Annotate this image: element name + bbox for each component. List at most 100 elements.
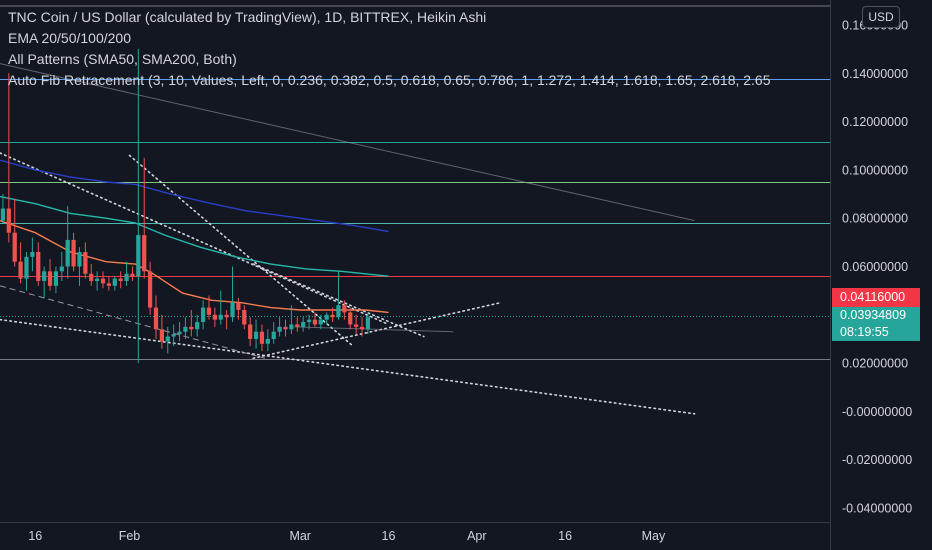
candle-body	[142, 235, 147, 272]
candle-body	[53, 271, 59, 286]
currency-button[interactable]: USD	[862, 6, 900, 28]
candle-body	[106, 283, 112, 286]
x-tick-label: 16	[558, 529, 572, 543]
candle-body	[259, 331, 265, 344]
candle-body	[195, 322, 200, 330]
candle-body	[348, 312, 353, 325]
x-tick-label: Mar	[289, 529, 311, 543]
candle-body	[42, 271, 47, 281]
candle-body	[18, 261, 23, 279]
x-tick-label: May	[642, 529, 666, 543]
y-tick-label: 0.14000000	[842, 67, 908, 81]
candle-body	[77, 252, 82, 267]
candle-body	[24, 256, 29, 279]
candle-body	[200, 307, 206, 323]
close-price-value: 0.03934809	[840, 308, 907, 322]
candle-body	[230, 302, 235, 318]
candle-body	[183, 326, 188, 332]
x-tick-label: Apr	[467, 529, 486, 543]
candle-body	[118, 278, 123, 281]
candle-body	[112, 278, 117, 286]
candle-body	[242, 309, 247, 325]
trendline	[0, 152, 390, 326]
candle-body	[177, 331, 182, 335]
candle-body	[283, 326, 288, 330]
legend-title[interactable]: TNC Coin / US Dollar (calculated by Trad…	[8, 9, 487, 25]
candle-body	[324, 314, 329, 320]
candle-body	[342, 305, 347, 313]
candle-body	[236, 302, 241, 310]
candle-body	[336, 305, 341, 318]
trendline	[252, 263, 425, 338]
candle-body	[295, 324, 300, 327]
candle-body	[159, 329, 164, 342]
candle-body	[271, 331, 276, 339]
candle-body	[89, 273, 94, 281]
trendline	[0, 63, 695, 222]
candle-body	[83, 252, 88, 274]
y-tick-label: 0.08000000	[842, 212, 908, 226]
y-tick-label: -0.00000000	[842, 405, 912, 419]
candle-body	[253, 331, 259, 339]
legend-patterns[interactable]: All Patterns (SMA50, SMA200, Both)	[8, 51, 237, 67]
candle-body	[36, 252, 41, 281]
candle-body	[136, 235, 141, 277]
candle-body	[212, 314, 217, 320]
ema-line	[0, 219, 389, 314]
candle-body	[265, 338, 270, 344]
candle-body	[248, 324, 253, 339]
candle-body	[206, 307, 212, 315]
candle-body	[306, 319, 312, 323]
close-price-tag: 0.03934809 08:19:55	[832, 307, 920, 341]
candle-body	[65, 239, 70, 267]
candle-body	[359, 326, 365, 330]
ema-line	[0, 195, 389, 277]
candle-body	[30, 252, 35, 257]
candle-body	[0, 208, 6, 221]
candle-body	[124, 273, 129, 281]
candle-body	[12, 232, 17, 262]
candle-body	[59, 266, 64, 272]
candle-body	[365, 317, 371, 330]
candle-body	[218, 314, 223, 320]
y-tick-label: 0.12000000	[842, 115, 908, 129]
candle-body	[71, 239, 76, 267]
y-tick-label: -0.04000000	[842, 502, 912, 516]
candle-body	[189, 326, 194, 330]
chart-legend: TNC Coin / US Dollar (calculated by Trad…	[8, 7, 830, 91]
candle-body	[301, 322, 306, 327]
candle-body	[277, 326, 282, 332]
candle-body	[312, 319, 318, 325]
y-tick-label: -0.02000000	[842, 453, 912, 467]
x-tick-label: 16	[382, 529, 396, 543]
candle-body	[95, 278, 100, 281]
legend-ema[interactable]: EMA 20/50/100/200	[8, 30, 131, 46]
candle-body	[224, 314, 229, 318]
trendline	[0, 318, 696, 415]
y-tick-label: 0.02000000	[842, 357, 908, 371]
trendline	[0, 285, 266, 359]
trendline	[252, 301, 502, 360]
legend-fib[interactable]: Auto Fib Retracement (3, 10, Values, Lef…	[8, 72, 771, 88]
y-tick-label: 0.10000000	[842, 163, 908, 177]
candle-body	[171, 334, 176, 337]
y-tick-label: 0.06000000	[842, 260, 908, 274]
x-tick-label: Feb	[119, 529, 141, 543]
countdown-timer: 08:19:55	[840, 325, 889, 339]
candle-body	[100, 278, 106, 284]
candle-body	[330, 314, 335, 318]
candle-body	[165, 336, 170, 342]
last-price-value: 0.04116000	[840, 290, 906, 304]
ema-line	[0, 159, 389, 233]
candle-body	[6, 208, 11, 233]
candle-body	[318, 319, 323, 325]
candle-body	[147, 271, 153, 308]
last-price-tag: 0.04116000	[832, 288, 920, 307]
candle-body	[354, 324, 359, 327]
candle-body	[153, 307, 159, 330]
x-tick-label: 16	[28, 529, 42, 543]
candle-body	[47, 271, 53, 286]
candle-body	[130, 273, 135, 277]
